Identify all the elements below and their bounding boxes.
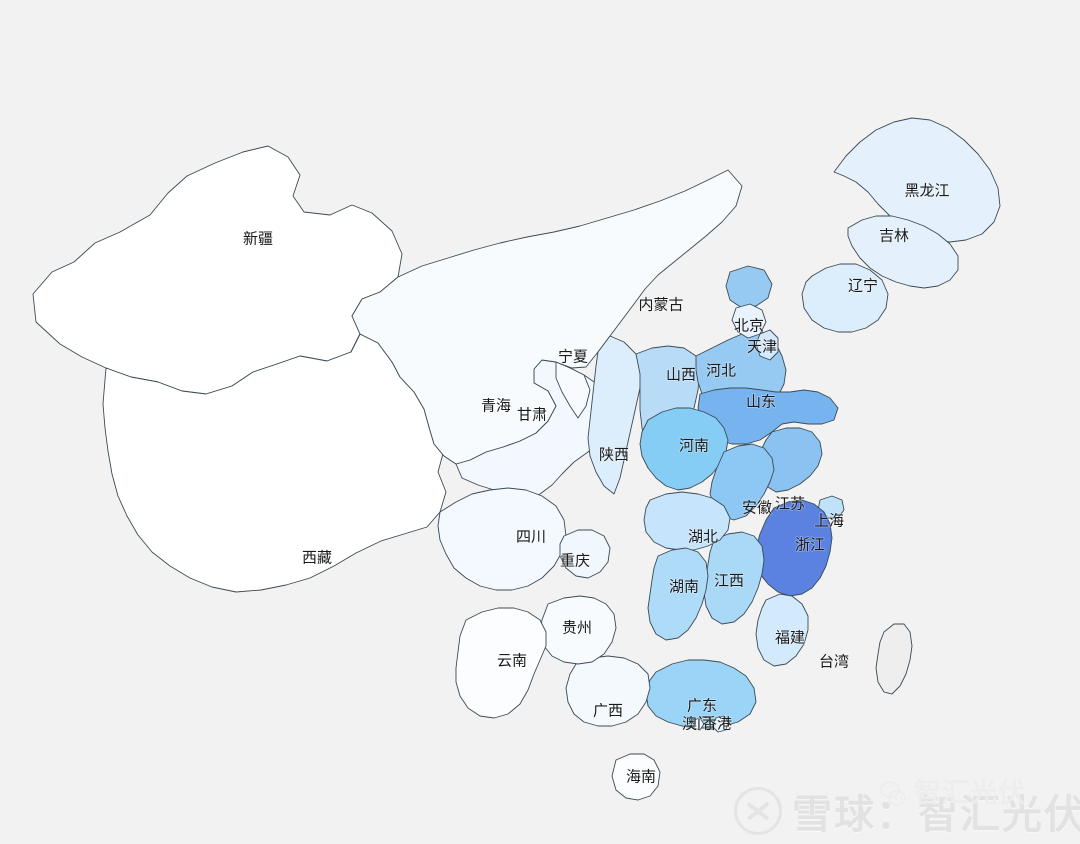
province-hunan[interactable] xyxy=(647,547,709,641)
province-liaoning[interactable] xyxy=(801,263,889,333)
province-label-guangdong: 广东 xyxy=(687,697,717,715)
province-label-heilongjiang: 黑龙江 xyxy=(904,182,949,200)
province-jilin[interactable] xyxy=(847,215,959,289)
province-label-xianggang: 香港 xyxy=(702,715,732,733)
province-label-fujian: 福建 xyxy=(775,629,805,647)
province-label-xizang: 西藏 xyxy=(302,549,332,567)
province-label-jiangxi: 江西 xyxy=(714,572,744,590)
province-hainan[interactable] xyxy=(611,753,661,801)
province-fujian[interactable] xyxy=(755,593,809,667)
province-sichuan[interactable] xyxy=(437,487,567,591)
province-label-anhui: 安徽 xyxy=(742,499,772,517)
province-yunnan[interactable] xyxy=(455,607,547,719)
province-henan[interactable] xyxy=(639,407,729,491)
province-label-beijing: 北京 xyxy=(734,317,764,335)
province-label-ningxia: 宁夏 xyxy=(558,348,588,366)
province-guangxi[interactable] xyxy=(565,655,651,727)
province-label-hainan: 海南 xyxy=(626,768,656,786)
province-aomen[interactable] xyxy=(693,717,705,731)
province-label-guangxi: 广西 xyxy=(593,702,623,720)
province-label-yunnan: 云南 xyxy=(497,652,527,670)
province-label-jiangsu: 江苏 xyxy=(775,495,805,513)
province-label-guizhou: 贵州 xyxy=(562,619,592,637)
province-label-tianjin: 天津 xyxy=(747,338,777,356)
province-label-zhejiang: 浙江 xyxy=(795,536,825,554)
province-label-shanghai: 上海 xyxy=(814,512,844,530)
province-label-hebei: 河北 xyxy=(706,362,736,380)
province-label-hubei: 湖北 xyxy=(688,528,718,546)
province-guangdong[interactable] xyxy=(645,659,757,729)
province-label-taiwan: 台湾 xyxy=(819,653,849,671)
province-label-sichuan: 四川 xyxy=(516,528,546,546)
province-tianjin[interactable] xyxy=(755,329,779,361)
province-label-gansu: 甘肃 xyxy=(517,406,547,424)
province-xianggang[interactable] xyxy=(711,715,729,733)
province-label-liaoning: 辽宁 xyxy=(848,277,878,295)
province-label-shandong: 山东 xyxy=(746,393,776,411)
province-shape-group xyxy=(32,117,1001,801)
province-label-jilin: 吉林 xyxy=(879,227,909,245)
province-label-xinjiang: 新疆 xyxy=(243,230,273,248)
province-label-chongqing: 重庆 xyxy=(560,552,590,570)
province-label-aomen: 澳门 xyxy=(682,715,712,733)
province-label-shaanxi: 陕西 xyxy=(599,446,629,464)
province-label-qinghai: 青海 xyxy=(481,397,511,415)
province-label-hunan: 湖南 xyxy=(669,578,699,596)
province-label-shanxi: 山西 xyxy=(666,366,696,384)
province-taiwan[interactable] xyxy=(875,623,913,695)
province-label-henan: 河南 xyxy=(679,437,709,455)
province-hubei[interactable] xyxy=(643,491,731,551)
province-ningxia[interactable] xyxy=(555,361,591,419)
province-neimenggu[interactable] xyxy=(350,169,743,465)
province-chongqing[interactable] xyxy=(559,529,611,579)
province-label-neimenggu: 内蒙古 xyxy=(638,296,683,314)
province-anhui[interactable] xyxy=(709,443,775,521)
province-heilongjiang[interactable] xyxy=(833,117,1001,243)
